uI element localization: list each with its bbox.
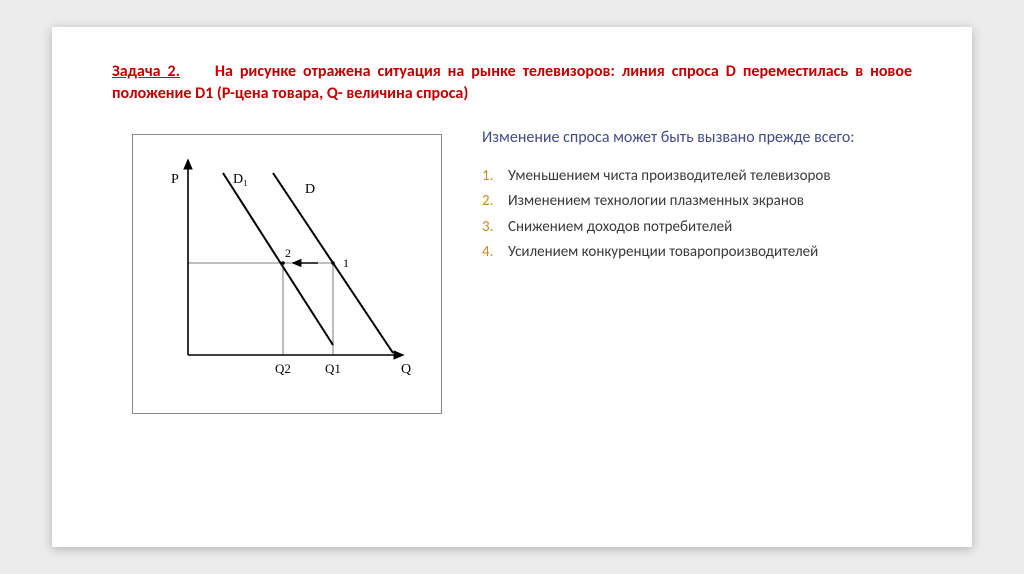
slide: Задача 2. На рисунке отражена ситуация н…: [52, 27, 972, 547]
task-label: Задача 2.: [112, 62, 180, 81]
options-list: Уменьшением чиста производителей телевиз…: [482, 167, 912, 263]
option-item: Усилением конкуренции товаропроизводител…: [482, 243, 912, 263]
right-column: Изменение спроса может быть вызвано преж…: [482, 128, 912, 269]
svg-text:D₁: D₁: [233, 172, 248, 187]
option-item: Изменением технологии плазменных экранов: [482, 192, 912, 212]
task-text: На рисунке отражена ситуация на рынке те…: [112, 62, 912, 103]
option-item: Снижением доходов потребителей: [482, 218, 912, 238]
option-item: Уменьшением чиста производителей телевиз…: [482, 167, 912, 187]
svg-text:2: 2: [285, 246, 291, 260]
content-row: P Q D D₁ 1 2 Q2 Q1 Изменение спроса может быть …: [112, 128, 912, 414]
chart-svg: P Q D D₁ 1 2 Q2 Q1: [133, 135, 443, 415]
svg-text:1: 1: [343, 256, 349, 270]
svg-text:D: D: [305, 182, 315, 197]
lead-text: Изменение спроса может быть вызвано преж…: [482, 128, 912, 149]
demand-chart: P Q D D₁ 1 2 Q2 Q1: [132, 134, 442, 414]
task-title: Задача 2. На рисунке отражена ситуация н…: [112, 61, 912, 104]
svg-text:P: P: [171, 172, 179, 187]
svg-text:Q: Q: [401, 362, 411, 377]
svg-text:Q1: Q1: [325, 361, 341, 376]
svg-text:Q2: Q2: [275, 361, 291, 376]
